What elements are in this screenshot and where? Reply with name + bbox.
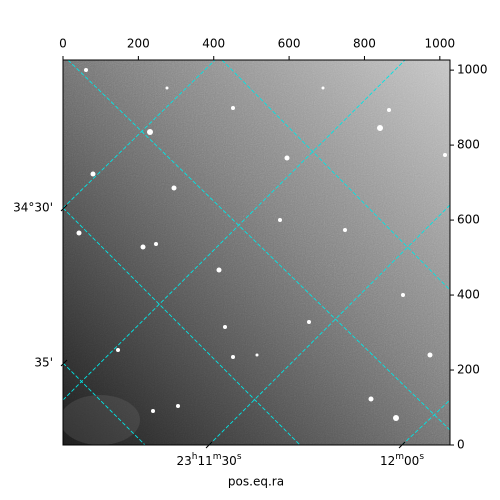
stars (76, 68, 447, 421)
plot-frame (62, 59, 451, 446)
x-tick-label: 400 (202, 37, 225, 51)
sky-image (63, 60, 450, 445)
y-tick-label: 200 (457, 363, 480, 377)
dec-tick (60, 204, 68, 212)
dec-tick-label: 35' (34, 356, 53, 370)
ra-tick-label: 23h11m30s (176, 452, 241, 468)
y-tick-label: 600 (457, 213, 480, 227)
x-tick-label: 800 (353, 37, 376, 51)
coordinate-grid (63, 60, 450, 445)
x-tick-label: 200 (127, 37, 150, 51)
x-tick-label: 1000 (425, 37, 456, 51)
y-tick-label: 1000 (457, 63, 488, 77)
y-tick-label: 0 (457, 438, 465, 452)
y-tick-label: 800 (457, 138, 480, 152)
x-axis-label: pos.eq.ra (228, 475, 284, 489)
ra-tick-label: 12m00s (380, 452, 424, 468)
dec-tick (60, 359, 68, 367)
ra-tick (398, 441, 406, 449)
dec-tick-label: 34°30' (13, 201, 53, 215)
x-tick-label: 0 (59, 37, 67, 51)
y-tick-label: 400 (457, 288, 480, 302)
ra-tick (205, 441, 213, 449)
x-tick-label: 600 (278, 37, 301, 51)
